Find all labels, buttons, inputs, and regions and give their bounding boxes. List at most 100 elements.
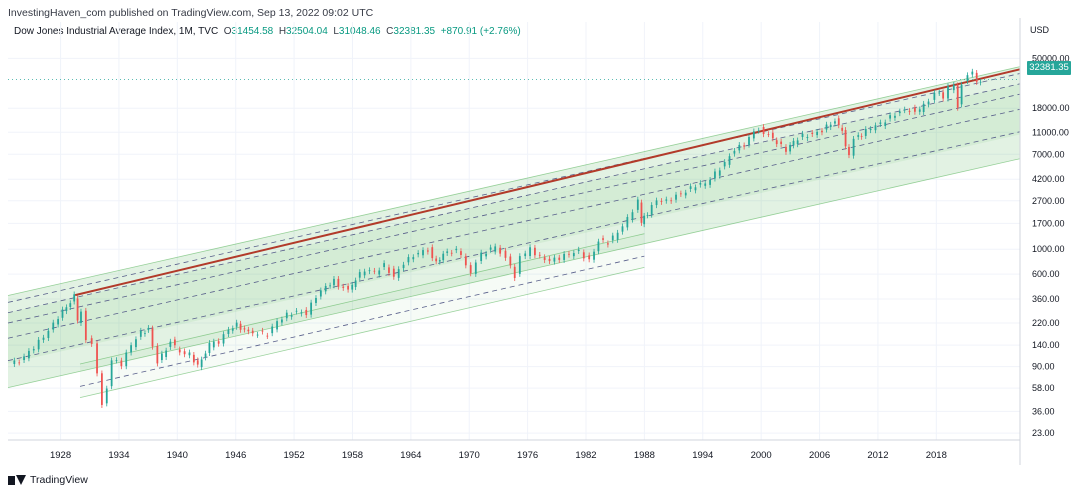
price-candle	[844, 130, 847, 147]
price-candle	[582, 252, 585, 259]
price-candle	[971, 71, 974, 75]
price-candle	[513, 266, 516, 279]
price-candle	[412, 257, 415, 260]
price-candle	[147, 327, 150, 330]
price-candle	[494, 246, 497, 252]
price-candle	[518, 256, 521, 274]
price-candle	[183, 351, 186, 355]
price-candle	[577, 249, 580, 252]
price-candle	[208, 343, 211, 353]
main-channel-edge	[7, 66, 1021, 296]
time-tick-label: 1928	[50, 450, 71, 461]
price-candle	[709, 179, 711, 185]
price-candle	[841, 127, 844, 131]
price-candle	[192, 354, 195, 363]
price-candle	[285, 312, 288, 319]
price-candle	[752, 131, 755, 139]
price-candle	[789, 144, 792, 152]
price-candle	[18, 362, 21, 364]
price-candle	[173, 339, 176, 346]
price-candle	[757, 130, 760, 132]
price-candle	[52, 322, 55, 330]
price-tick-label: 90.00	[1032, 362, 1055, 372]
price-candle	[588, 255, 591, 260]
high-label: H	[278, 26, 287, 37]
price-candle	[670, 200, 673, 202]
price-candle	[775, 140, 778, 145]
price-candle	[300, 312, 303, 314]
price-candle	[767, 134, 770, 135]
price-candle	[65, 307, 68, 312]
price-candle	[771, 132, 774, 139]
price-candle	[47, 330, 50, 338]
price-candle	[607, 243, 609, 245]
tradingview-brand[interactable]: TradingView	[8, 474, 88, 486]
price-candle	[69, 303, 72, 307]
price-candle	[975, 72, 978, 82]
price-tick-label: 36.00	[1032, 406, 1055, 416]
price-candle	[714, 171, 716, 179]
price-candle	[305, 309, 308, 316]
price-candle	[738, 144, 741, 151]
price-candle	[952, 84, 955, 91]
symbol-legend[interactable]: Dow Jones Industrial Average Index, 1M, …	[14, 26, 521, 37]
main-channel-dashed-line	[7, 73, 1021, 303]
price-candle	[792, 140, 795, 146]
price-candle	[204, 353, 207, 358]
price-candle	[378, 270, 381, 275]
price-tick-label: 1000.00	[1032, 244, 1065, 254]
price-candle	[743, 145, 746, 147]
low-label: L	[333, 26, 339, 37]
price-candle	[806, 137, 809, 139]
price-candle	[120, 360, 123, 367]
price-candle	[151, 328, 154, 347]
price-candle	[860, 136, 863, 137]
price-candle	[660, 200, 663, 202]
price-candle	[319, 290, 322, 297]
price-candle	[392, 268, 395, 277]
price-candle	[626, 217, 629, 228]
price-candle	[57, 319, 60, 325]
low-value: 31048.46	[338, 26, 381, 37]
time-tick-label: 1964	[400, 450, 421, 461]
price-candle	[602, 238, 604, 240]
price-candle	[650, 205, 653, 215]
price-tick-label: 11000.00	[1032, 127, 1069, 137]
price-candle	[640, 202, 643, 223]
price-candle	[110, 360, 113, 387]
price-candle	[261, 330, 264, 332]
price-candle	[572, 253, 575, 257]
price-candle	[534, 247, 536, 256]
price-candle	[938, 92, 941, 94]
time-tick-label: 1940	[167, 450, 188, 461]
price-candle	[80, 311, 82, 324]
price-candle	[480, 252, 483, 261]
price-candle	[485, 253, 488, 257]
price-candle	[918, 109, 921, 112]
price-candle	[73, 294, 76, 302]
price-candle	[324, 286, 327, 292]
price-candle	[733, 150, 736, 154]
price-candle	[84, 310, 87, 341]
price-candle	[646, 215, 649, 216]
price-candle	[597, 241, 600, 252]
main-channel-dashed-line	[7, 93, 1021, 324]
price-candle	[834, 121, 836, 124]
main-channel-band	[8, 66, 1020, 388]
price-tick-label: 600.00	[1032, 269, 1060, 279]
price-candle	[431, 247, 434, 259]
price-candle	[37, 339, 40, 350]
price-candle	[373, 270, 376, 272]
price-candle	[801, 133, 804, 137]
price-candle	[156, 346, 159, 364]
high-value: 32504.04	[286, 26, 328, 37]
price-candle	[442, 253, 445, 261]
price-candle	[217, 341, 220, 344]
price-candle	[239, 323, 242, 330]
price-candle	[105, 388, 108, 404]
price-candle	[243, 328, 246, 330]
publish-info: InvestingHaven_com published on TradingV…	[8, 7, 374, 19]
price-candle	[699, 183, 702, 185]
